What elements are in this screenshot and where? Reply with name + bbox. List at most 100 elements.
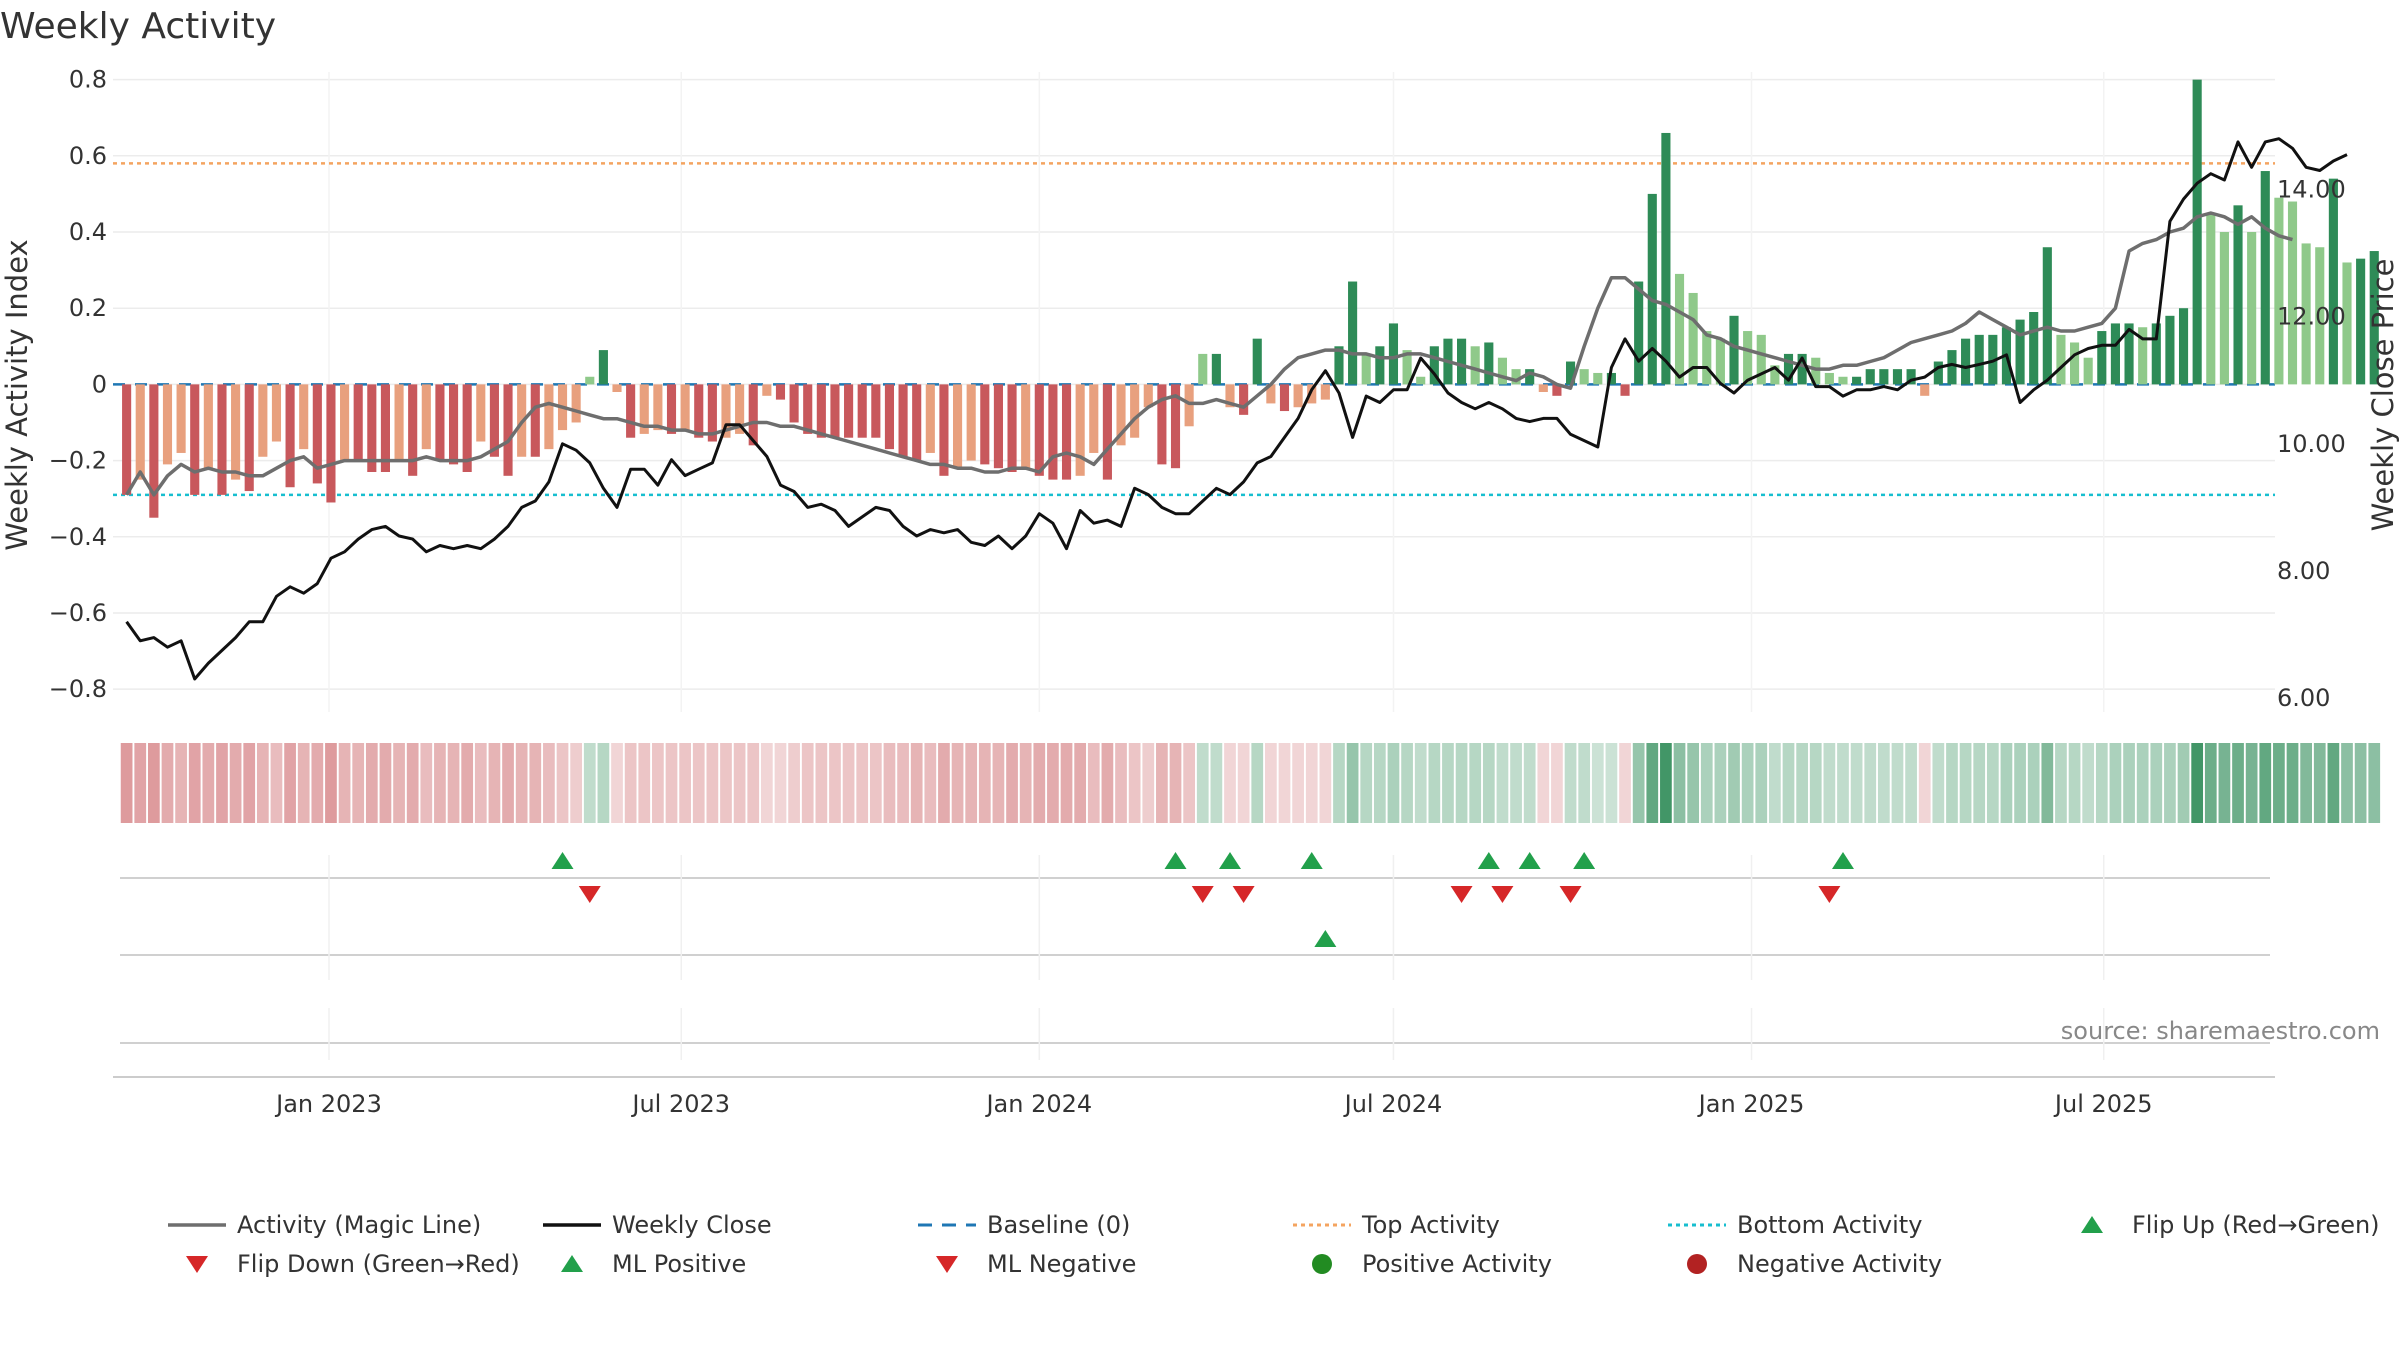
strip-cell (1986, 743, 1999, 823)
strip-cell (1551, 743, 1563, 823)
strip-cell (1946, 743, 1958, 823)
strip-cell (229, 743, 242, 823)
ml-positive-marker (1314, 930, 1337, 947)
magic-line (125, 211, 2293, 497)
activity-bar (2110, 323, 2120, 385)
strip-cell (747, 743, 760, 823)
activity-bar (176, 384, 186, 453)
strip-cell (1019, 743, 1032, 823)
strip-cell (1074, 743, 1087, 823)
strip-cell (1305, 743, 1318, 823)
activity-bar (639, 384, 649, 434)
strip-cell (706, 743, 719, 823)
activity-bar (1824, 372, 1834, 385)
activity-bar (1811, 357, 1821, 385)
strip-cell (1373, 743, 1386, 823)
activity-bar (1497, 357, 1507, 385)
activity-bar (203, 384, 213, 469)
y-tick-label: 0.8 (69, 66, 107, 94)
strip-cell (338, 743, 351, 823)
strip-cell (883, 743, 896, 823)
weekly-close-line (125, 137, 2348, 681)
strip-cell (1605, 743, 1618, 823)
flip-up-marker (551, 852, 574, 869)
strip-cell (2177, 743, 2190, 823)
strip-cell (2055, 743, 2067, 823)
y-tick-label: 0.6 (69, 142, 107, 170)
activity-bar (939, 384, 949, 476)
strip-cell (243, 743, 256, 823)
reference-lines (113, 162, 2275, 497)
activity-bar (1211, 353, 1221, 385)
strip-cell (1632, 743, 1645, 823)
y-tick-label: 0 (92, 370, 107, 398)
activity-bar (1130, 384, 1140, 438)
strip-cell (148, 743, 160, 823)
activity-bar (803, 384, 813, 434)
y2-tick-label: 12.00 (2277, 303, 2346, 331)
strip-cell (1156, 743, 1168, 823)
y-axis-title: Weekly Activity Index (0, 239, 34, 550)
strip-cell (1360, 743, 1373, 823)
activity-bar (953, 384, 963, 469)
activity-bar (2151, 323, 2161, 385)
activity-bar (1198, 353, 1208, 385)
flip-up-marker (1831, 852, 1854, 869)
strip-cell (1387, 743, 1400, 823)
activity-bar (1661, 132, 1671, 385)
activity-bar (1579, 369, 1589, 385)
activity-bar (1974, 334, 1984, 385)
activity-bar (1620, 384, 1630, 396)
strip-cell (1959, 743, 1972, 823)
activity-bar (2042, 247, 2052, 385)
strip-cell (515, 743, 528, 823)
strip-cell (788, 743, 800, 823)
activity-bar (871, 384, 881, 438)
activity-bar (844, 384, 854, 438)
legend-item: Positive Activity (1312, 1250, 1552, 1278)
y-tick-label: −0.6 (49, 599, 107, 627)
activity-bar (1879, 369, 1889, 385)
activity-bar (830, 384, 840, 438)
activity-bar (2015, 319, 2025, 385)
strip-cell (583, 743, 596, 823)
activity-bar (122, 384, 132, 495)
activity-strip (120, 743, 2381, 823)
y-tick-label: 0.2 (69, 294, 107, 322)
x-tick-label: Jan 2024 (984, 1090, 1092, 1118)
activity-bar (1606, 372, 1616, 385)
activity-bar (435, 384, 445, 461)
strip-cell (1564, 743, 1577, 823)
strip-cell (175, 743, 187, 823)
strip-cell (216, 743, 228, 823)
activity-bar (993, 384, 1003, 469)
activity-bar (1906, 369, 1916, 385)
legend-swatch (936, 1256, 958, 1273)
strip-cell (1210, 743, 1223, 823)
activity-bar (1552, 384, 1562, 396)
activity-bar (912, 384, 922, 461)
strip-cell (1891, 743, 1904, 823)
strip-cell (1714, 743, 1727, 823)
strip-cell (1060, 743, 1073, 823)
activity-bar (190, 384, 200, 495)
activity-bar (2056, 334, 2066, 385)
activity-bar (1470, 346, 1480, 385)
activity-bar (448, 384, 459, 465)
y-tick-label: 0.4 (69, 218, 107, 246)
strip-cell (842, 743, 855, 823)
strip-cell (488, 743, 501, 823)
flip-down-marker (1491, 886, 1514, 903)
x-tick-label: Jan 2025 (1697, 1090, 1805, 1118)
flip-markers (120, 852, 2270, 1060)
activity-bar (1307, 384, 1317, 404)
strip-cell (1728, 743, 1740, 823)
flip-down-marker (1232, 886, 1255, 903)
strip-cell (1796, 743, 1808, 823)
activity-bar (271, 384, 282, 442)
activity-bar (394, 384, 404, 461)
activity-bar (925, 384, 935, 453)
strip-cell (1006, 743, 1018, 823)
activity-bar (162, 384, 173, 465)
strip-cell (910, 743, 923, 823)
